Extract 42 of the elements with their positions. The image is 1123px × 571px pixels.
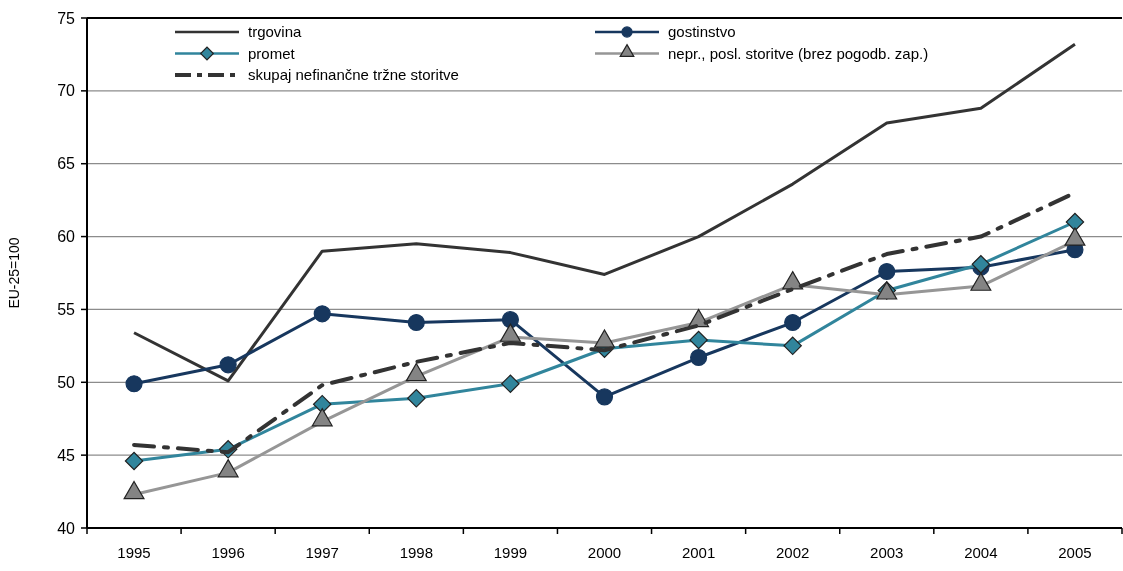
y-tick-label: 50 (57, 373, 76, 391)
point (783, 336, 802, 356)
x-tick-label: 1997 (305, 544, 339, 561)
y-axis-title: EU-25=100 (6, 237, 22, 309)
line-series (132, 42, 1077, 383)
point (124, 451, 144, 471)
x-tick-label: 1996 (211, 544, 245, 561)
point (501, 374, 520, 393)
point (312, 394, 332, 414)
legend-label: nepr., posl. storitve (brez pogodb. zap.) (668, 44, 929, 62)
x-tick-label: 1995 (117, 544, 151, 561)
point (689, 330, 708, 350)
legend-label: gostinstvo (668, 23, 736, 41)
y-tick-label: 70 (57, 82, 76, 100)
point (1065, 212, 1085, 232)
y-tick-label: 75 (57, 9, 76, 27)
point (407, 389, 426, 408)
y-tick-label: 45 (57, 446, 76, 464)
x-tick-label: 2001 (681, 544, 716, 561)
legend-label: promet (248, 44, 296, 62)
point (595, 388, 614, 406)
x-tick-label: 2000 (587, 544, 622, 561)
y-tick-label: 40 (57, 519, 76, 537)
x-tick-label: 2004 (964, 544, 998, 561)
x-tick-label: 2003 (870, 544, 904, 561)
y-tick-label: 65 (57, 155, 76, 173)
point (878, 262, 896, 281)
point (313, 305, 331, 323)
point (690, 348, 708, 367)
point (125, 375, 143, 393)
x-tick-label: 2002 (775, 544, 810, 561)
y-tick-label: 60 (57, 228, 76, 246)
legend-label: skupaj nefinančne tržne storitve (248, 66, 459, 84)
point (407, 313, 425, 332)
x-tick-label: 2005 (1058, 544, 1092, 561)
y-tick-label: 55 (57, 301, 76, 319)
x-tick-label: 1999 (493, 544, 528, 561)
x-tick-label: 1998 (399, 544, 434, 561)
point (784, 313, 802, 332)
legend-label: trgovina (248, 23, 303, 41)
point (501, 311, 519, 329)
point (219, 356, 237, 374)
